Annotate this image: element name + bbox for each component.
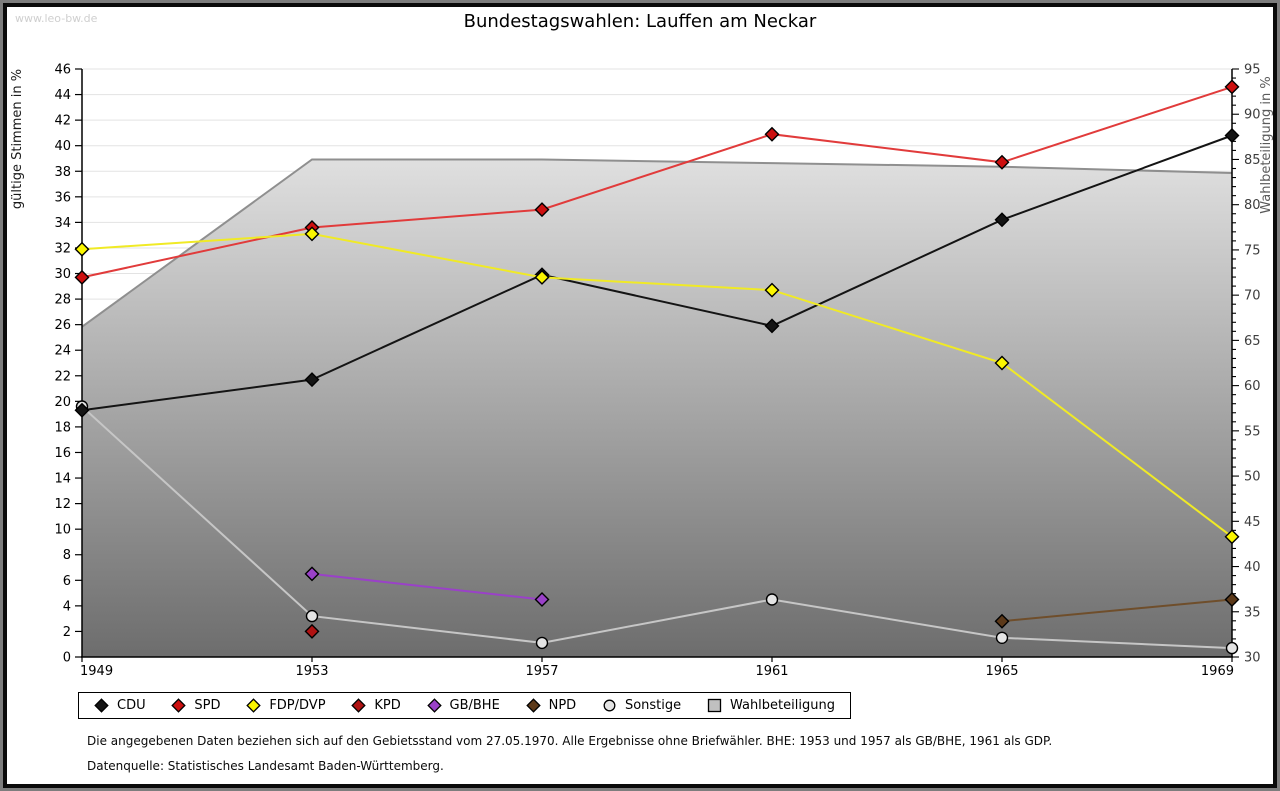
svg-text:90: 90 (1244, 108, 1261, 123)
footnote-datenquelle: Datenquelle: Statistisches Landesamt Bad… (87, 759, 444, 773)
svg-text:14: 14 (54, 472, 71, 487)
svg-text:42: 42 (54, 114, 71, 129)
gb-bhe-marker-icon (426, 698, 442, 713)
chart-canvas: 0 2 4 6 8 10 12 14 16 18 20 22 24 26 28 30 32 34 36 38 40 42 4… (7, 7, 1274, 693)
svg-text:75: 75 (1244, 243, 1261, 258)
svg-text:32: 32 (54, 241, 71, 256)
legend-label: GB/BHE (449, 698, 500, 713)
svg-text:8: 8 (63, 548, 71, 563)
sonstige-marker-icon (603, 699, 616, 712)
legend-item-spd: SPD (171, 698, 221, 713)
legend-label: Wahlbeteiligung (729, 698, 835, 713)
svg-text:10: 10 (54, 523, 71, 538)
svg-text:16: 16 (54, 446, 71, 461)
legend-label: FDP/DVP (269, 698, 326, 713)
svg-text:22: 22 (54, 369, 71, 384)
legend-item-gb-bhe: GB/BHE (426, 698, 500, 713)
watermark: www.leo-bw.de (15, 12, 98, 25)
legend-label: Sonstige (624, 698, 682, 713)
svg-text:0: 0 (63, 651, 71, 666)
svg-text:46: 46 (54, 63, 71, 78)
svg-text:6: 6 (63, 574, 71, 589)
svg-text:45: 45 (1244, 515, 1261, 530)
wahlbeteiligung-marker-icon (707, 698, 722, 713)
svg-text:40: 40 (54, 139, 71, 154)
svg-text:55: 55 (1244, 424, 1261, 439)
svg-text:34: 34 (54, 216, 71, 231)
svg-text:24: 24 (54, 344, 71, 359)
svg-text:70: 70 (1244, 289, 1261, 304)
kpd-marker-icon (351, 698, 367, 713)
svg-text:20: 20 (54, 395, 71, 410)
svg-text:1961: 1961 (755, 664, 788, 679)
svg-text:1953: 1953 (295, 664, 328, 679)
svg-text:28: 28 (54, 293, 71, 308)
svg-text:1957: 1957 (525, 664, 558, 679)
legend-item-fdp-dvp: FDP/DVP (246, 698, 326, 713)
legend-item-wahlbeteiligung: Wahlbeteiligung (707, 698, 835, 713)
legend-label: KPD (374, 698, 401, 713)
svg-text:60: 60 (1244, 379, 1261, 394)
chart-svg: 0246810121416182022242628303234363840424… (10, 63, 1274, 680)
legend-item-npd: NPD (525, 698, 577, 713)
svg-text:65: 65 (1244, 334, 1261, 349)
svg-text:50: 50 (1244, 470, 1261, 485)
svg-text:1965: 1965 (985, 664, 1018, 679)
svg-text:2: 2 (63, 625, 71, 640)
svg-text:26: 26 (54, 318, 71, 333)
fdp-dvp-marker-icon (246, 698, 262, 713)
svg-text:40: 40 (1244, 560, 1261, 575)
svg-text:38: 38 (54, 165, 71, 180)
chart-page: www.leo-bw.de Bundestagswahlen: Lauffen … (3, 3, 1277, 788)
spd-marker-icon (171, 698, 187, 713)
svg-text:80: 80 (1244, 198, 1261, 213)
svg-text:35: 35 (1244, 605, 1261, 620)
cdu-marker-icon (94, 698, 109, 713)
svg-text:12: 12 (54, 497, 71, 512)
npd-marker-icon (525, 698, 541, 713)
svg-text:18: 18 (54, 420, 71, 435)
svg-text:1949: 1949 (80, 664, 113, 679)
svg-text:44: 44 (54, 88, 71, 103)
legend-label: SPD (194, 698, 221, 713)
svg-text:36: 36 (54, 190, 71, 205)
svg-text:Wahlbeteiligung in %: Wahlbeteiligung in % (1259, 76, 1274, 213)
svg-text:4: 4 (63, 599, 71, 614)
chart-legend: CDU SPD FDP/DVP KPD GB/BHE NPD Sonstige Wahlbet… (78, 692, 851, 719)
legend-item-sonstige: Sonstige (602, 698, 681, 713)
svg-text:30: 30 (54, 267, 71, 282)
svg-text:gültige Stimmen in %: gültige Stimmen in % (10, 69, 25, 209)
legend-item-kpd: KPD (351, 698, 401, 713)
legend-label: CDU (117, 698, 146, 713)
svg-text:85: 85 (1244, 153, 1261, 168)
svg-text:30: 30 (1244, 651, 1261, 666)
legend-label: NPD (548, 698, 577, 713)
svg-text:95: 95 (1244, 63, 1261, 78)
svg-text:1969: 1969 (1201, 664, 1234, 679)
footnote-gebietsstand: Die angegebenen Daten beziehen sich auf … (87, 734, 1053, 748)
legend-item-cdu: CDU (94, 698, 146, 713)
page-title: Bundestagswahlen: Lauffen am Neckar (463, 11, 817, 32)
